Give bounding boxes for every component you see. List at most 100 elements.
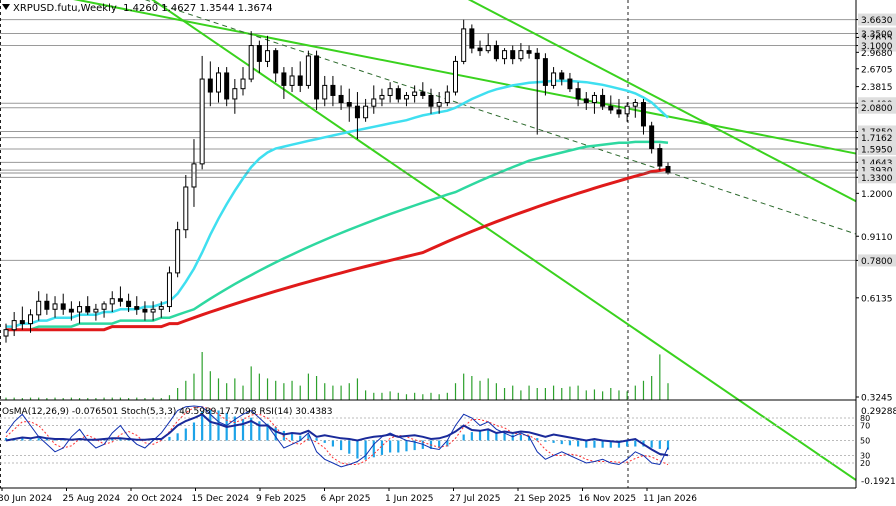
stoch-main-line xyxy=(5,405,669,468)
candle xyxy=(477,40,483,56)
candle-body-up xyxy=(444,91,450,104)
candle-body-up xyxy=(485,45,491,52)
candle-body-up xyxy=(158,306,164,310)
candle xyxy=(502,48,508,65)
dropdown-triangle-icon[interactable] xyxy=(2,4,10,10)
candle-body-up xyxy=(322,84,328,100)
candlesticks[interactable] xyxy=(0,19,856,343)
price-tick-label: 3.6630 xyxy=(861,16,893,26)
candle xyxy=(77,301,83,324)
candle xyxy=(444,85,450,107)
indicator-level-label: 80 xyxy=(860,414,870,423)
candle xyxy=(158,301,164,318)
candle-body-up xyxy=(77,306,83,313)
channel-upper-left xyxy=(73,0,857,155)
symbol-label: XRPUSD.futu,Weekly xyxy=(13,3,117,14)
candle-body-up xyxy=(191,163,197,188)
candle xyxy=(354,92,360,140)
candle-body-down xyxy=(542,58,548,86)
candle xyxy=(371,85,377,114)
candle xyxy=(11,312,17,337)
candle xyxy=(583,92,589,110)
price-tick-label: 1.5950 xyxy=(861,146,893,156)
candle xyxy=(453,55,459,96)
candle-body-up xyxy=(305,55,311,86)
candle-body-up xyxy=(109,298,115,305)
candle-body-down xyxy=(346,102,352,107)
candle-body-up xyxy=(371,98,377,107)
candle-body-down xyxy=(126,300,132,308)
price-tick-label: 3.3500 xyxy=(861,30,893,40)
candle-body-up xyxy=(502,50,508,60)
candle-body-up xyxy=(150,308,156,313)
candle xyxy=(314,50,320,110)
candle xyxy=(461,19,467,65)
price-tick-label: 1.7162 xyxy=(861,134,893,144)
candle xyxy=(387,82,393,103)
candle-body-down xyxy=(583,98,589,104)
candle xyxy=(608,95,614,114)
candle xyxy=(567,72,573,93)
candle-body-up xyxy=(551,72,557,86)
price-label-bg xyxy=(858,13,896,26)
candle xyxy=(559,69,565,86)
price-label-bg xyxy=(858,171,896,184)
candle-body-up xyxy=(436,102,442,107)
ma_fast-line xyxy=(6,79,669,328)
candle-body-up xyxy=(289,75,295,86)
candle xyxy=(240,67,246,96)
candle xyxy=(542,53,548,96)
trend-channel xyxy=(73,0,857,481)
candle xyxy=(363,98,369,122)
candle-body-up xyxy=(387,88,393,96)
candle-body-up xyxy=(93,308,99,313)
price-tick-label: 1.3300 xyxy=(861,174,893,184)
candle xyxy=(232,79,238,114)
candle xyxy=(183,175,189,239)
candle-body-up xyxy=(11,320,17,331)
candle xyxy=(109,291,115,313)
candle xyxy=(93,303,99,321)
candle-body-down xyxy=(142,308,148,313)
candle-body-up xyxy=(166,272,172,308)
candle-body-down xyxy=(395,88,401,100)
candle xyxy=(265,35,271,68)
candle xyxy=(44,293,50,315)
channel-lower xyxy=(151,0,857,481)
candle-body-down xyxy=(493,45,499,60)
price-label-bg xyxy=(858,39,896,52)
candle xyxy=(575,82,581,107)
price-tick-label: 1.2000 xyxy=(861,190,893,200)
candle-body-up xyxy=(591,94,597,104)
candle-body-down xyxy=(428,94,434,107)
price-tick-label: 1.4643 xyxy=(861,159,893,169)
channel-mid-dashed xyxy=(144,0,857,235)
candle xyxy=(420,82,426,99)
candle-body-down xyxy=(44,300,50,310)
candle xyxy=(518,43,524,62)
candle-body-down xyxy=(600,94,606,107)
candle-body-down xyxy=(19,320,25,325)
candle-body-down xyxy=(534,52,540,60)
time-tick-label: 11 Jan 2026 xyxy=(643,494,697,504)
candle xyxy=(256,40,262,73)
candle xyxy=(632,98,638,118)
candle-body-up xyxy=(232,88,238,100)
candle-body-down xyxy=(649,125,655,150)
time-tick-label: 30 Jun 2024 xyxy=(0,494,52,504)
candle xyxy=(493,40,499,62)
ma_slow-line xyxy=(6,167,669,332)
time-tick-label: 1 Jun 2025 xyxy=(385,494,433,504)
candle xyxy=(142,301,148,321)
candle xyxy=(3,323,9,343)
candle-body-up xyxy=(215,72,221,93)
candle-body-up xyxy=(28,314,34,325)
candle xyxy=(485,33,491,54)
candle xyxy=(640,98,646,135)
candle xyxy=(412,85,418,103)
candle xyxy=(649,121,655,154)
candle-body-down xyxy=(608,105,614,111)
candle xyxy=(28,309,34,333)
